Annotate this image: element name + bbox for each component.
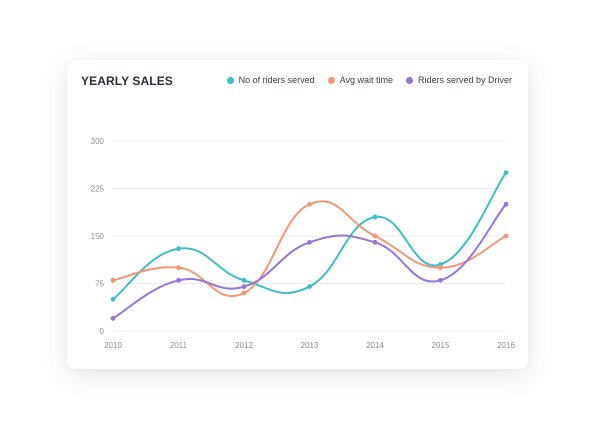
y-axis-ticks: 0 75 150 225 300: [91, 137, 105, 336]
y-tick-label-75: 75: [95, 280, 104, 289]
data-point-riders-served-by-driver-2015[interactable]: [438, 277, 443, 283]
data-point-avg-wait-time-2012[interactable]: [241, 290, 247, 296]
data-points: [110, 170, 509, 321]
data-point-no-of-riders-served-2010[interactable]: [110, 296, 116, 302]
data-point-no-of-riders-served-2016[interactable]: [503, 170, 509, 176]
data-point-avg-wait-time-2013[interactable]: [307, 201, 312, 207]
legend-label-avg-wait-time: Avg wait time: [339, 75, 393, 85]
legend-item-riders-by-driver[interactable]: Riders served by Driver: [405, 75, 512, 85]
data-point-avg-wait-time-2014[interactable]: [372, 233, 378, 239]
data-point-riders-served-by-driver-2011[interactable]: [176, 277, 181, 283]
legend-label-riders-by-driver: Riders served by Driver: [417, 75, 512, 85]
legend-item-riders-served[interactable]: No of riders served: [226, 75, 315, 85]
x-tick-label-2013: 2013: [301, 341, 319, 350]
data-point-riders-served-by-driver-2016[interactable]: [503, 201, 509, 207]
y-tick-label-225: 225: [91, 185, 105, 194]
x-tick-label-2014: 2014: [366, 341, 384, 350]
legend-swatch-riders-served: [226, 76, 234, 84]
x-tick-label-2010: 2010: [104, 341, 122, 350]
y-tick-label-0: 0: [100, 327, 105, 336]
data-point-no-of-riders-served-2013[interactable]: [307, 284, 312, 290]
legend-item-avg-wait-time[interactable]: Avg wait time: [327, 75, 393, 85]
data-point-avg-wait-time-2010[interactable]: [110, 277, 116, 283]
legend-swatch-avg-wait-time: [327, 76, 335, 84]
legend-label-riders-served: No of riders served: [238, 75, 315, 85]
data-point-riders-served-by-driver-2014[interactable]: [372, 239, 378, 245]
legend-swatch-riders-by-driver: [405, 76, 413, 84]
chart-legend: No of riders served Avg wait time Riders…: [226, 75, 512, 85]
data-point-no-of-riders-served-2011[interactable]: [176, 246, 181, 252]
data-point-riders-served-by-driver-2012[interactable]: [241, 284, 247, 290]
data-point-no-of-riders-served-2014[interactable]: [372, 214, 378, 220]
x-tick-label-2012: 2012: [235, 341, 253, 350]
y-tick-label-150: 150: [91, 232, 105, 241]
chart-title: YEARLY SALES: [81, 74, 173, 88]
data-point-riders-served-by-driver-2013[interactable]: [307, 239, 312, 245]
data-point-avg-wait-time-2011[interactable]: [176, 265, 181, 271]
x-axis-ticks: 2010 2011 2012 2013 2014 2015 2016: [104, 341, 515, 350]
x-tick-label-2015: 2015: [432, 341, 450, 350]
data-point-riders-served-by-driver-2010[interactable]: [110, 315, 116, 321]
data-point-no-of-riders-served-2012[interactable]: [241, 277, 247, 283]
gridlines: [113, 140, 506, 332]
series-lines: [112, 171, 507, 320]
data-point-avg-wait-time-2016[interactable]: [503, 233, 509, 239]
y-tick-label-300: 300: [91, 137, 105, 146]
data-point-avg-wait-time-2015[interactable]: [438, 265, 443, 271]
x-tick-label-2011: 2011: [170, 341, 188, 350]
x-tick-label-2016: 2016: [497, 341, 515, 350]
